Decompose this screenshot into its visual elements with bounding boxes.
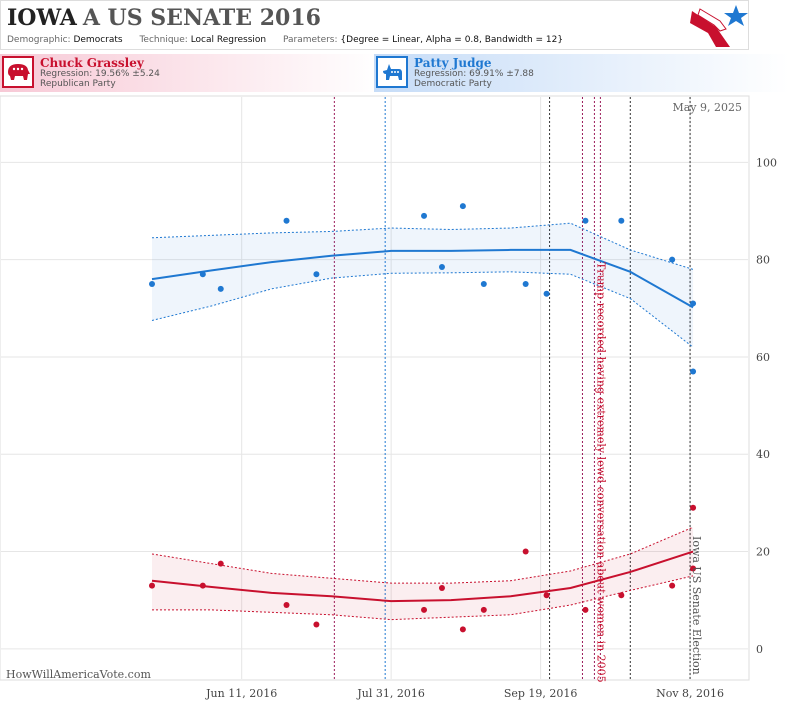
- technique-value: Local Regression: [190, 35, 267, 45]
- parameters-value: {Degree = Linear, Alpha = 0.8, Bandwidth…: [340, 35, 564, 45]
- poll-point: [313, 271, 320, 278]
- x-tick-label: Sep 19, 2016: [504, 687, 578, 700]
- poll-point: [438, 263, 445, 270]
- poll-point: [283, 217, 290, 224]
- poll-point: [543, 592, 550, 599]
- poll-point: [149, 582, 155, 589]
- candidate-regression: Regression: 19.56% ±5.24: [40, 69, 160, 79]
- regression-line: [151, 248, 694, 309]
- state-name: IOWA: [7, 5, 77, 31]
- parameters-label: Parameters:: [282, 35, 338, 45]
- chart-header: IOWA A US SENATE 2016 Demographic: Democr…: [0, 0, 749, 50]
- poll-point: [283, 602, 290, 609]
- candidate-card-democrat: Patty Judge Regression: 69.91% ±7.88 Dem…: [374, 54, 789, 92]
- y-tick-label: 80: [756, 254, 770, 267]
- candidate-card-republican: Chuck Grassley Regression: 19.56% ±5.24 …: [0, 54, 380, 92]
- band-upper-line: [151, 222, 694, 270]
- race-name: A US SENATE 2016: [82, 5, 321, 31]
- poll-point: [480, 606, 487, 613]
- x-tick-label: Nov 8, 2016: [656, 687, 724, 700]
- poll-point: [669, 256, 676, 263]
- poll-point: [690, 504, 697, 511]
- poll-point: [459, 203, 466, 210]
- parameters-line: Demographic: Democrats Technique: Local …: [7, 35, 577, 45]
- band-lower-line: [151, 271, 694, 348]
- poll-point: [199, 271, 206, 278]
- event-annotation: Iowa US Senate Election: [690, 536, 703, 675]
- regression-line: [151, 550, 694, 603]
- poll-point: [217, 560, 224, 567]
- poll-point: [149, 280, 155, 287]
- band-upper-line: [151, 526, 694, 584]
- poll-point: [618, 217, 625, 224]
- event-lines: [333, 97, 691, 679]
- poll-point: [459, 626, 466, 633]
- date-label: May 9, 2025: [672, 101, 742, 114]
- confidence-bands: [151, 222, 694, 621]
- poll-point: [199, 582, 206, 589]
- page-title: IOWA A US SENATE 2016: [7, 5, 321, 31]
- democratic-donkey-icon: [376, 56, 408, 88]
- republican-elephant-icon: [2, 56, 34, 88]
- poll-point: [421, 606, 428, 613]
- candidate-name[interactable]: Patty Judge: [414, 56, 492, 70]
- band-lower-line: [152, 575, 694, 621]
- poll-point: [480, 280, 487, 287]
- poll-point: [690, 368, 697, 375]
- poll-points: [149, 203, 697, 633]
- y-tick-label: 60: [756, 351, 770, 364]
- candidate-party: Democratic Party: [414, 79, 492, 89]
- poll-point: [582, 217, 589, 224]
- candidate-regression: Regression: 69.91% ±7.88: [414, 69, 534, 79]
- poll-point: [421, 212, 428, 219]
- confidence-band: [152, 527, 694, 620]
- technique-label: Technique:: [139, 35, 188, 45]
- y-tick-label: 0: [756, 643, 763, 656]
- candidate-name[interactable]: Chuck Grassley: [40, 56, 144, 70]
- site-logo-icon[interactable]: [686, 1, 750, 51]
- poll-point: [690, 300, 697, 307]
- regression-lines: [151, 248, 694, 603]
- poll-point: [543, 290, 550, 297]
- poll-point: [522, 280, 529, 287]
- poll-point: [522, 548, 529, 555]
- annotations: May 9, 2025 HowWillAmericaVote.com Trump r…: [6, 101, 742, 683]
- plot-area: [0, 95, 750, 681]
- demographic-label: Demographic:: [7, 35, 71, 45]
- poll-point: [618, 592, 625, 599]
- watermark: HowWillAmericaVote.com: [6, 668, 151, 681]
- event-annotation: Trump recorded having extremely lewd con…: [594, 262, 607, 683]
- confidence-band: [152, 223, 694, 348]
- axes: 0 20 40 60 80 100 Jun 11, 2016 Jul 31, 2016 Sep …: [205, 156, 777, 700]
- x-tick-label: Jun 11, 2016: [205, 687, 277, 700]
- y-tick-label: 20: [756, 546, 770, 559]
- y-tick-label: 40: [756, 448, 770, 461]
- poll-point: [313, 621, 320, 628]
- poll-point: [438, 585, 445, 592]
- demographic-value: Democrats: [73, 35, 123, 45]
- poll-point: [690, 565, 697, 572]
- poll-point: [582, 606, 589, 613]
- candidate-party: Republican Party: [40, 79, 116, 89]
- y-tick-label: 100: [756, 156, 777, 169]
- poll-point: [669, 582, 676, 589]
- x-tick-label: Jul 31, 2016: [356, 687, 425, 700]
- poll-point: [217, 285, 224, 292]
